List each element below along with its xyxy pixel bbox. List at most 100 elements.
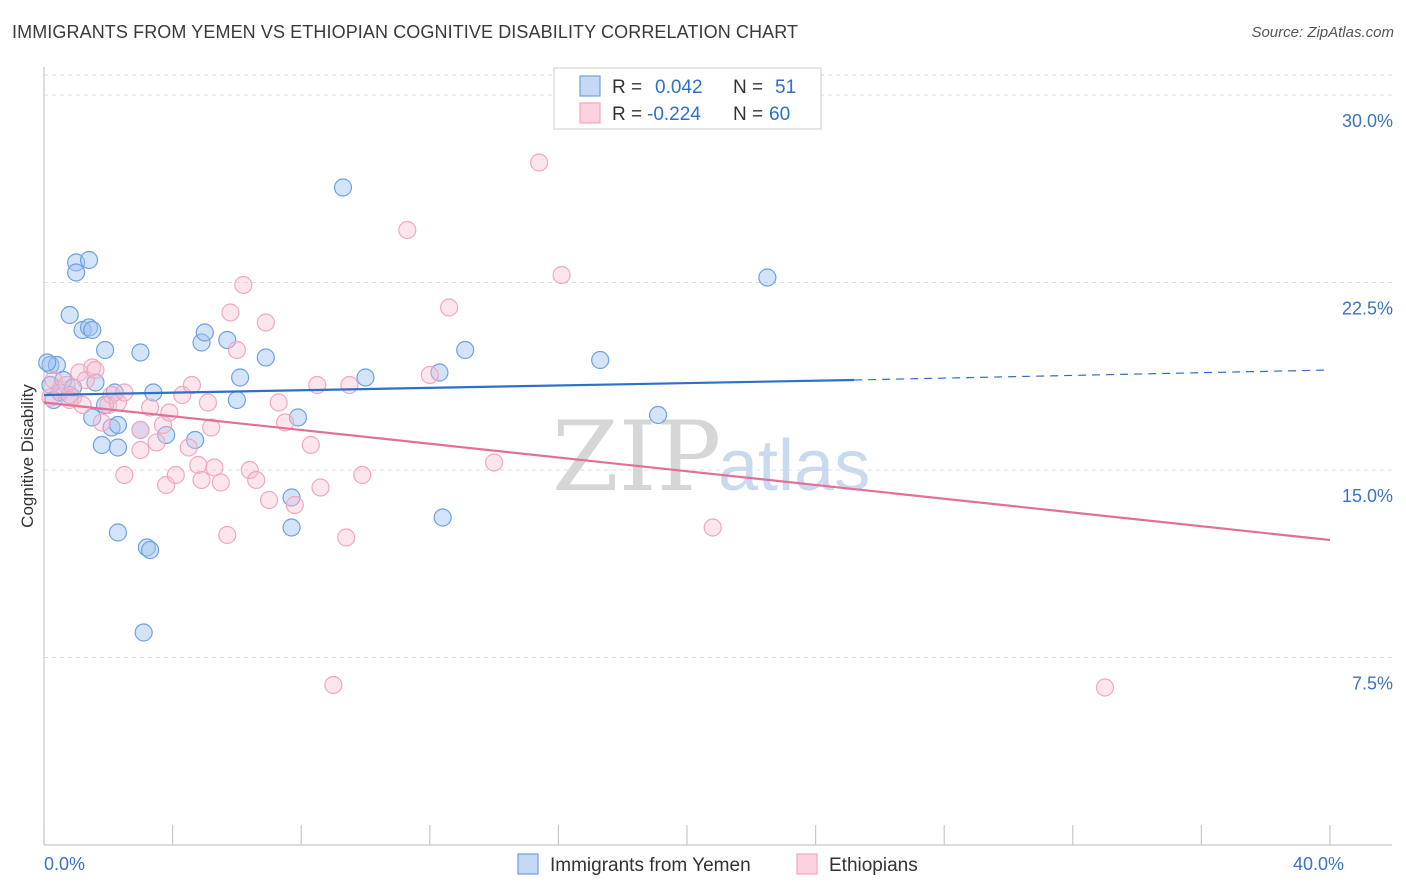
point-ethiopia-24 (189, 455, 208, 475)
trend-line-yemen-extension (854, 369, 1331, 381)
watermark: ZIP atlas (552, 401, 870, 513)
trend-line-yemen (43, 378, 855, 397)
y-tick-label-3: 30.0% (1342, 111, 1393, 131)
point-ethiopia-38 (269, 393, 288, 412)
legend-swatch-ethiopia (579, 102, 601, 124)
x-tick-label-1: 40.0% (1293, 854, 1344, 874)
legend: R = 0.042 N = 51 R = -0.224 N = 60 (553, 67, 822, 130)
axes (43, 67, 1392, 846)
point-ethiopia-7 (86, 360, 105, 380)
point-yemen-46 (456, 340, 475, 360)
legend-n-value-yemen: 51 (775, 77, 796, 98)
point-ethiopia-44 (324, 675, 343, 695)
point-ethiopia-8 (92, 413, 111, 432)
point-ethiopia-28 (205, 458, 224, 477)
y-axis-label: Cognitive Disability (18, 384, 37, 528)
point-yemen-21 (108, 415, 128, 435)
point-yemen-11 (67, 263, 86, 282)
point-yemen-43 (356, 368, 375, 387)
point-yemen-35 (218, 330, 237, 350)
point-ethiopia-15 (131, 440, 150, 460)
point-yemen-34 (195, 323, 214, 342)
chart-source: Source: ZipAtlas.com (1251, 24, 1394, 41)
point-ethiopia-23 (182, 375, 201, 395)
point-yemen-0 (41, 355, 60, 375)
point-yemen-47 (591, 350, 610, 370)
point-yemen-29 (137, 538, 156, 557)
legend-r-label-yemen: R = (612, 77, 642, 98)
point-ethiopia-46 (340, 375, 359, 395)
point-ethiopia-6 (83, 358, 102, 377)
point-ethiopia-47 (353, 465, 372, 485)
point-yemen-50 (38, 353, 57, 372)
point-ethiopia-22 (179, 438, 198, 457)
tick-labels: 7.5% 15.0% 22.5% 30.0% 0.0% 40.0% (44, 111, 1393, 874)
point-ethiopia-25 (192, 470, 211, 490)
point-yemen-23 (108, 438, 128, 457)
point-yemen-16 (95, 340, 115, 360)
point-ethiopia-45 (337, 528, 356, 547)
point-ethiopia-31 (221, 303, 240, 322)
point-ethiopia-37 (259, 490, 279, 510)
point-ethiopia-33 (234, 275, 253, 295)
bottom-legend-swatch-ethiopia (796, 853, 818, 875)
bottom-legend-label-ethiopia: Ethiopians (829, 855, 918, 876)
point-ethiopia-43 (311, 478, 330, 497)
point-ethiopia-14 (131, 420, 150, 440)
point-yemen-45 (433, 508, 452, 527)
point-ethiopia-48 (420, 365, 439, 385)
point-yemen-37 (227, 390, 246, 410)
point-ethiopia-16 (140, 398, 160, 417)
point-yemen-38 (256, 348, 275, 367)
point-ethiopia-51 (485, 453, 504, 472)
point-ethiopia-34 (240, 460, 259, 480)
point-ethiopia-19 (157, 475, 176, 495)
point-ethiopia-29 (211, 473, 230, 492)
point-yemen-41 (282, 518, 301, 537)
point-ethiopia-36 (256, 313, 275, 332)
y-tick-label-1: 15.0% (1342, 486, 1393, 506)
legend-n-value-ethiopia: 60 (769, 104, 790, 125)
point-ethiopia-40 (285, 495, 304, 515)
point-yemen-30 (140, 540, 160, 560)
point-ethiopia-55 (1095, 678, 1115, 697)
watermark-atlas: atlas (718, 426, 870, 506)
point-ethiopia-27 (202, 418, 221, 437)
legend-swatch-yemen (579, 75, 601, 97)
point-ethiopia-41 (301, 435, 320, 455)
chart-title: IMMIGRANTS FROM YEMEN VS ETHIOPIAN COGNI… (12, 22, 799, 42)
y-tick-label-0: 7.5% (1352, 674, 1393, 694)
point-ethiopia-50 (439, 298, 459, 317)
point-yemen-22 (92, 435, 111, 455)
y-tick-label-2: 22.5% (1342, 299, 1393, 319)
point-ethiopia-32 (227, 340, 246, 360)
point-ethiopia-54 (703, 518, 722, 537)
point-yemen-31 (134, 623, 153, 642)
data-points (38, 153, 1115, 697)
point-ethiopia-52 (530, 153, 549, 172)
point-ethiopia-53 (552, 265, 571, 285)
point-yemen-36 (231, 368, 250, 387)
watermark-zip: ZIP (552, 401, 721, 513)
point-yemen-8 (60, 305, 79, 325)
point-yemen-49 (758, 268, 777, 287)
point-ethiopia-26 (198, 393, 218, 412)
point-ethiopia-21 (173, 385, 192, 405)
point-yemen-48 (648, 405, 668, 425)
point-yemen-14 (83, 320, 102, 340)
point-yemen-28 (108, 523, 128, 542)
point-yemen-10 (79, 250, 99, 270)
point-ethiopia-49 (398, 220, 417, 240)
point-ethiopia-17 (147, 433, 166, 452)
point-yemen-13 (79, 318, 99, 337)
point-yemen-32 (186, 430, 205, 450)
legend-r-value-yemen: 0.042 (655, 77, 703, 98)
point-yemen-42 (333, 178, 353, 197)
bottom-legend: Immigrants from Yemen Ethiopians (517, 853, 918, 876)
bottom-legend-label-yemen: Immigrants from Yemen (550, 855, 751, 876)
point-yemen-27 (157, 425, 176, 445)
legend-r-label-ethiopia: R = (612, 104, 642, 125)
grid-lines (44, 74, 1392, 658)
point-yemen-33 (192, 333, 211, 352)
legend-n-label-ethiopia: N = (733, 104, 763, 125)
